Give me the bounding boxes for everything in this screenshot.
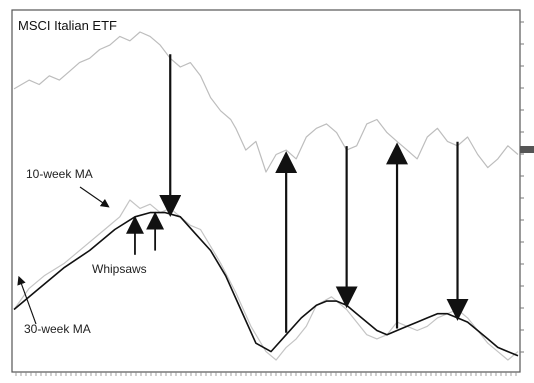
- ma30-label: 30-week MA: [24, 322, 91, 336]
- price-marker-tag: [520, 146, 534, 153]
- ma10-label: 10-week MA: [26, 167, 93, 181]
- chart-title: MSCI Italian ETF: [18, 18, 117, 33]
- whipsaws-label: Whipsaws: [92, 262, 147, 276]
- bottom-axis-ticks: [15, 372, 517, 376]
- ma30-label-pointer: [17, 275, 37, 325]
- ma10-label-pointer: [79, 186, 110, 208]
- signals-layer: [125, 54, 469, 333]
- price-series-0-line: [13, 31, 519, 173]
- plot-border: [11, 9, 521, 373]
- right-axis-ticks: [520, 21, 524, 353]
- price-series-layer: [13, 31, 519, 173]
